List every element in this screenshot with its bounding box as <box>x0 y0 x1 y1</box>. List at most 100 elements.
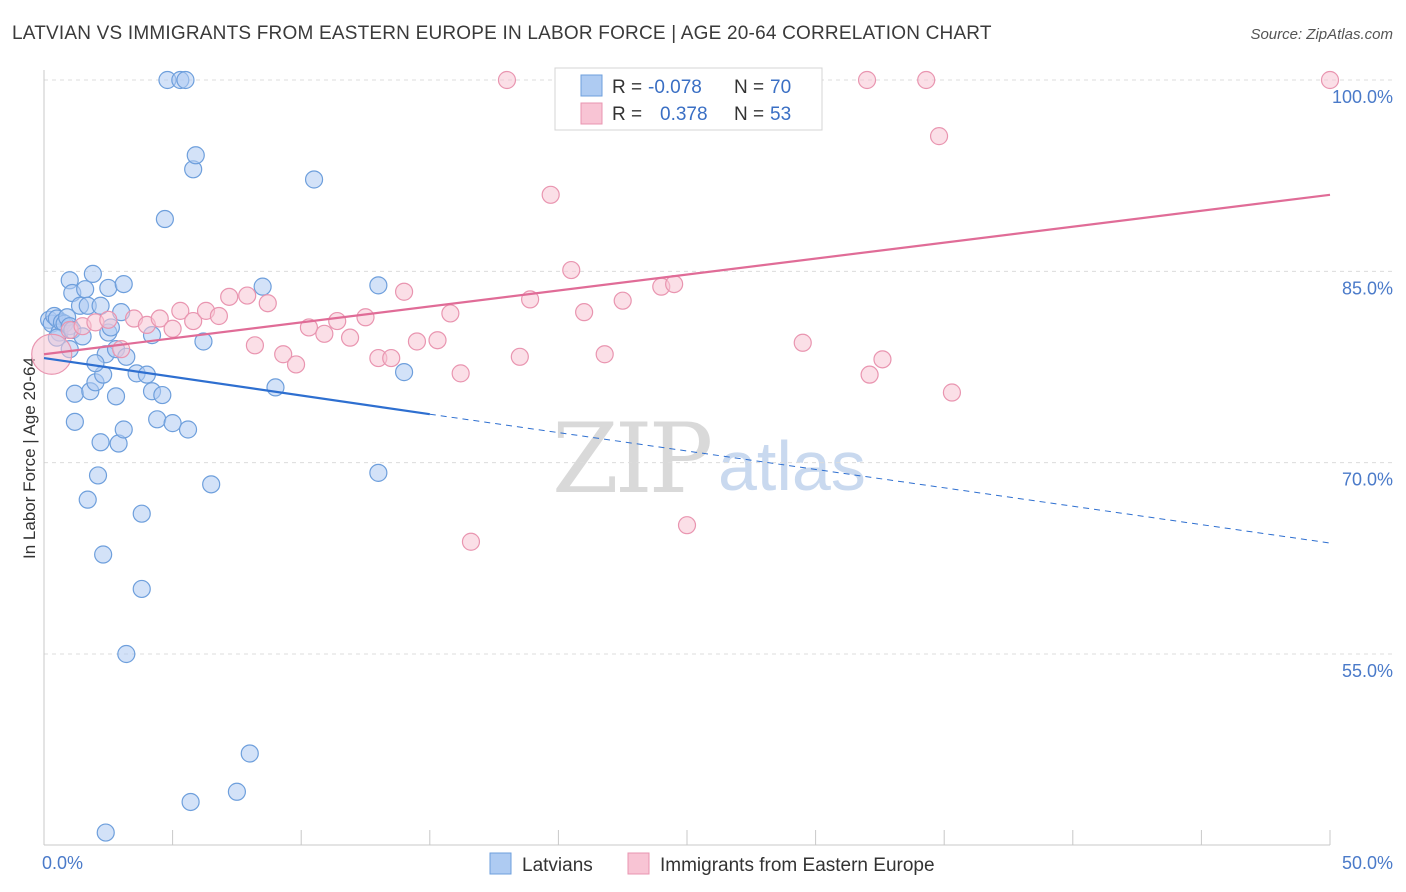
immigrant-point-40 <box>613 291 632 310</box>
latvian-point-20 <box>83 264 102 283</box>
stats-r-value-latvians: -0.078 <box>648 77 702 98</box>
latvians-trend-line <box>43 356 430 416</box>
latvian-point-32 <box>106 387 126 406</box>
latvian-point-45 <box>148 410 167 429</box>
immigrant-point-27 <box>394 282 414 301</box>
chart-source: Source: ZipAtlas.com <box>1250 26 1393 43</box>
latvian-point-49 <box>163 414 182 433</box>
latvian-point-10 <box>65 384 84 403</box>
immigrant-point-39 <box>595 345 614 364</box>
immigrant-point-32 <box>461 532 481 551</box>
latvians-trend-line-extension <box>429 413 1331 544</box>
immigrant-point-11 <box>184 311 203 331</box>
immigrant-point-52 <box>942 383 962 402</box>
immigrant-point-26 <box>382 348 401 368</box>
x-tick-labels: 0.0% 50.0% <box>42 853 1393 873</box>
immigrant-point-37 <box>562 260 581 280</box>
y-tick-label-1: 70.0% <box>1342 470 1393 490</box>
immigrant-point-46 <box>793 333 812 352</box>
watermark-zip: ZIP <box>552 403 711 515</box>
latvian-point-65 <box>369 463 388 482</box>
y-tick-label-3: 100.0% <box>1332 87 1393 107</box>
x-tick-label-0: 0.0% <box>42 853 83 873</box>
latvian-point-41 <box>132 579 151 599</box>
latvian-point-56 <box>202 475 221 494</box>
immigrant-point-36 <box>541 185 560 204</box>
zipatlas-watermark: ZIP atlas <box>552 403 866 515</box>
latvian-point-46 <box>153 385 172 405</box>
latvian-point-61 <box>253 277 272 296</box>
latvian-point-69 <box>86 354 105 373</box>
latvian-point-29 <box>94 545 113 564</box>
latvian-point-51 <box>176 70 195 90</box>
latvian-point-38 <box>117 644 136 664</box>
stats-n-label-immigrants: N = <box>734 104 764 125</box>
latvians-points <box>40 70 414 842</box>
y-tick-labels: 55.0% 70.0% 85.0% 100.0% <box>1332 87 1393 681</box>
immigrant-point-18 <box>274 345 293 364</box>
latvian-point-23 <box>91 296 110 315</box>
latvian-point-63 <box>304 170 324 189</box>
immigrant-point-22 <box>328 311 347 331</box>
latvian-point-47 <box>155 209 174 229</box>
axes <box>43 70 1331 846</box>
immigrant-point-44 <box>677 516 697 535</box>
y-axis-label: In Labor Force | Age 20-64 <box>20 357 39 559</box>
immigrant-point-10 <box>171 301 190 320</box>
stats-n-label-latvians: N = <box>734 77 764 98</box>
legend-label-latvians: Latvians <box>522 855 593 876</box>
latvian-point-27 <box>91 433 110 452</box>
immigrant-point-30 <box>441 304 460 323</box>
legend-label-immigrants: Immigrants from Eastern Europe <box>660 855 935 876</box>
immigrant-point-29 <box>428 331 447 350</box>
stats-swatch-immigrants <box>580 102 603 125</box>
stats-box: R = -0.078 N = 70 R = 0.378 N = 53 <box>554 67 823 131</box>
latvian-point-17 <box>78 490 97 509</box>
latvian-point-16 <box>76 280 95 299</box>
immigrants-points <box>31 70 1340 551</box>
immigrant-point-49 <box>873 350 892 369</box>
latvian-point-55 <box>194 332 213 351</box>
y-tick-label-2: 85.0% <box>1342 278 1393 298</box>
immigrant-point-51 <box>929 127 949 146</box>
chart-legend: Latvians Immigrants from Eastern Europe <box>489 852 935 876</box>
immigrant-point-31 <box>451 364 470 383</box>
immigrant-point-33 <box>497 70 517 90</box>
grid-lines <box>44 79 1392 655</box>
stats-r-label-immigrants: R = <box>612 104 642 125</box>
latvian-point-54 <box>186 146 205 165</box>
latvian-point-66 <box>394 363 414 382</box>
stats-r-value-immigrants: 0.378 <box>660 104 708 125</box>
immigrants-trend-line <box>43 193 1331 356</box>
immigrant-point-8 <box>150 309 169 328</box>
latvian-point-26 <box>99 278 118 298</box>
immigrant-point-47 <box>857 70 877 90</box>
latvian-point-58 <box>227 782 246 801</box>
immigrant-point-13 <box>209 306 228 326</box>
immigrant-point-17 <box>258 294 277 313</box>
latvian-point-40 <box>132 504 151 523</box>
latvian-point-64 <box>369 276 388 295</box>
immigrant-point-48 <box>860 365 879 384</box>
immigrant-point-24 <box>356 308 375 327</box>
latvian-point-57 <box>240 744 259 763</box>
immigrant-point-38 <box>575 303 594 322</box>
immigrant-point-43 <box>665 274 684 294</box>
immigrant-point-28 <box>407 332 427 351</box>
immigrant-point-20 <box>299 318 319 337</box>
stats-n-value-immigrants: 53 <box>770 104 791 125</box>
latvian-point-59 <box>181 792 200 812</box>
immigrant-point-50 <box>917 70 936 90</box>
immigrant-point-23 <box>340 328 360 347</box>
trend-lines <box>43 193 1331 544</box>
stats-r-label-latvians: R = <box>612 77 642 98</box>
immigrant-point-34 <box>510 347 529 366</box>
immigrant-point-53 <box>1320 70 1340 90</box>
immigrant-point-21 <box>315 324 334 343</box>
latvian-point-22 <box>88 466 108 485</box>
latvian-point-52 <box>178 420 198 439</box>
immigrant-point-14 <box>220 287 239 306</box>
immigrant-point-16 <box>245 336 265 355</box>
latvian-point-35 <box>114 274 133 294</box>
